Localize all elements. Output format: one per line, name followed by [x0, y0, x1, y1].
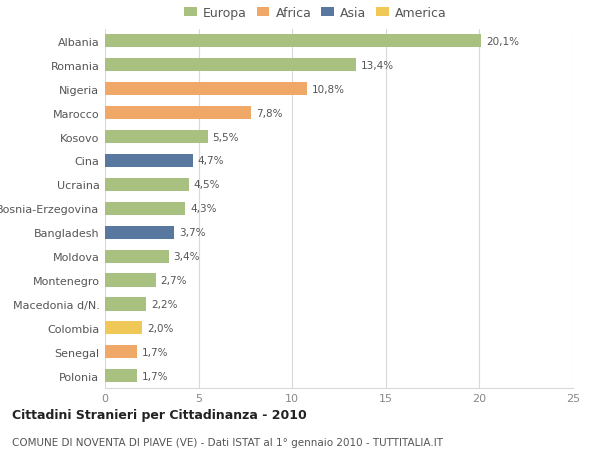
- Bar: [105, 131, 208, 144]
- Text: 2,7%: 2,7%: [160, 275, 187, 285]
- Bar: [105, 179, 189, 191]
- Text: 13,4%: 13,4%: [361, 61, 394, 71]
- Bar: [105, 226, 174, 239]
- Bar: [105, 83, 307, 96]
- Text: COMUNE DI NOVENTA DI PIAVE (VE) - Dati ISTAT al 1° gennaio 2010 - TUTTITALIA.IT: COMUNE DI NOVENTA DI PIAVE (VE) - Dati I…: [12, 437, 443, 447]
- Text: 3,4%: 3,4%: [173, 252, 200, 262]
- Text: Cittadini Stranieri per Cittadinanza - 2010: Cittadini Stranieri per Cittadinanza - 2…: [12, 408, 307, 421]
- Bar: [105, 298, 146, 311]
- Text: 1,7%: 1,7%: [142, 347, 168, 357]
- Bar: [105, 107, 251, 120]
- Bar: [105, 346, 137, 358]
- Bar: [105, 322, 142, 335]
- Text: 3,7%: 3,7%: [179, 228, 205, 238]
- Text: 4,3%: 4,3%: [190, 204, 217, 214]
- Bar: [105, 202, 185, 215]
- Bar: [105, 274, 155, 287]
- Legend: Europa, Africa, Asia, America: Europa, Africa, Asia, America: [184, 7, 447, 20]
- Text: 10,8%: 10,8%: [312, 84, 345, 95]
- Text: 4,7%: 4,7%: [197, 156, 224, 166]
- Text: 4,5%: 4,5%: [194, 180, 220, 190]
- Text: 5,5%: 5,5%: [212, 132, 239, 142]
- Bar: [105, 369, 137, 382]
- Bar: [105, 59, 356, 72]
- Text: 1,7%: 1,7%: [142, 371, 168, 381]
- Text: 2,2%: 2,2%: [151, 299, 178, 309]
- Bar: [105, 250, 169, 263]
- Bar: [105, 155, 193, 168]
- Text: 2,0%: 2,0%: [147, 323, 173, 333]
- Text: 7,8%: 7,8%: [256, 108, 282, 118]
- Bar: [105, 35, 481, 48]
- Text: 20,1%: 20,1%: [486, 37, 519, 47]
